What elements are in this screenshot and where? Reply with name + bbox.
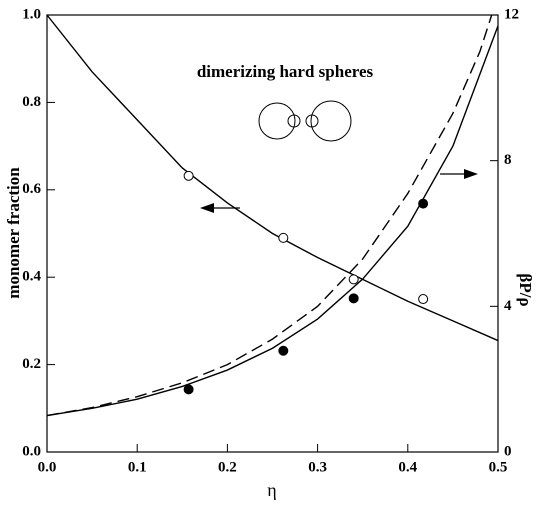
line <box>46 14 493 417</box>
y2-tick-label: 0 <box>504 443 512 459</box>
x-tick-label: 0.5 <box>489 459 508 475</box>
y-tick-label: 1.0 <box>22 6 41 22</box>
y-axis-label: monomer fraction <box>4 167 23 299</box>
marker <box>418 294 429 305</box>
y-tick-label: 0.4 <box>22 269 41 285</box>
x-tick-label: 0.1 <box>128 459 147 475</box>
marker <box>348 293 359 304</box>
plot-frame <box>46 14 499 453</box>
y-tick-label: 0.0 <box>22 443 41 459</box>
annotation: dimerizing hard spheres <box>197 62 374 81</box>
line <box>46 14 499 342</box>
marker <box>348 274 359 285</box>
y2-tick-label: 4 <box>504 298 512 314</box>
x-axis-label: η <box>267 480 276 500</box>
arrow-right <box>440 169 478 179</box>
y-tick-label: 0.2 <box>22 356 41 372</box>
marker <box>278 345 289 356</box>
x-tick-label: 0.0 <box>38 459 57 475</box>
x-tick-label: 0.2 <box>218 459 237 475</box>
x-tick-label: 0.3 <box>308 459 327 475</box>
marker <box>418 198 429 209</box>
y2-axis-label: βP/ρ <box>516 273 535 306</box>
marker <box>278 232 289 243</box>
x-tick-label: 0.4 <box>398 459 417 475</box>
line <box>46 25 499 417</box>
y2-tick-label: 12 <box>504 6 519 22</box>
y-tick-label: 0.8 <box>22 94 41 110</box>
y2-tick-label: 8 <box>504 152 512 168</box>
y-tick-label: 0.6 <box>22 181 41 197</box>
dimer-sketch <box>258 100 352 142</box>
marker <box>183 384 194 395</box>
marker <box>183 170 194 181</box>
